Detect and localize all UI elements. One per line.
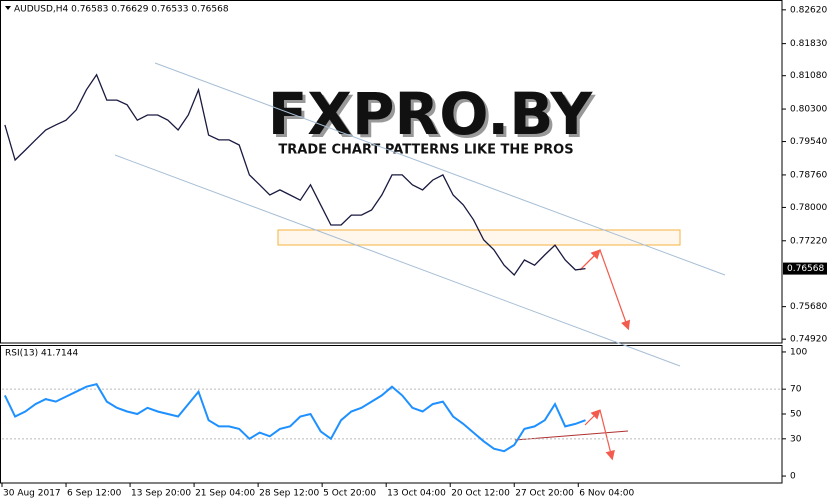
y-tick-label: 70 — [790, 385, 802, 395]
menu-triangle — [5, 6, 11, 10]
y-tick-label: 50 — [790, 410, 802, 420]
rsi-line — [3, 383, 586, 453]
x-tick-label: 30 Aug 2017 — [3, 489, 61, 499]
last-price-tag — [783, 262, 827, 275]
x-tick-label: 5 Oct 20:00 — [323, 489, 376, 499]
rsi-arrow — [584, 409, 601, 426]
y-tick-label: 0.80300 — [790, 105, 827, 115]
x-tick-label: 13 Oct 04:00 — [387, 489, 446, 499]
x-tick-label: 6 Sep 12:00 — [67, 489, 122, 499]
last-price-label: 0.76568 — [787, 264, 824, 274]
price-panel — [0, 0, 783, 344]
x-tick-label: 6 Nov 04:00 — [579, 489, 634, 499]
y-tick-label: 0 — [790, 472, 796, 482]
y-tick-label: 0.81080 — [790, 71, 827, 81]
y-tick-label: 0.77220 — [790, 236, 827, 246]
price-line — [4, 73, 586, 277]
y-tick-label: 0.81830 — [790, 39, 827, 49]
watermark: FXPRO.BY — [268, 80, 594, 148]
y-tick-label: 30 — [790, 434, 802, 444]
y-tick-label: 0.82620 — [790, 5, 827, 15]
x-tick-label: 13 Sep 20:00 — [131, 489, 191, 499]
channel-lower — [114, 154, 681, 367]
y-tick-label: 0.79540 — [790, 137, 827, 147]
x-tick-label: 27 Oct 20:00 — [515, 489, 574, 499]
zone-box — [277, 229, 681, 246]
rsi-trendline — [514, 430, 629, 441]
y-tick-label: 0.78000 — [790, 203, 827, 213]
y-tick-label: 100 — [790, 347, 807, 357]
y-tick-label: 0.74920 — [790, 335, 827, 345]
x-tick-label: 28 Sep 12:00 — [259, 489, 319, 499]
channel-upper — [154, 62, 726, 276]
rsi-title: RSI(13) 41.7144 — [5, 349, 78, 359]
x-tick-label: 20 Oct 12:00 — [451, 489, 510, 499]
watermark-subtitle: TRADE CHART PATTERNS LIKE THE PROS — [278, 143, 573, 158]
x-tick-label: 21 Sep 04:00 — [195, 489, 255, 499]
rsi-arrow — [599, 409, 615, 461]
chart-title: AUDUSD,H4 0.76583 0.76629 0.76533 0.7656… — [14, 5, 229, 15]
forecast-arrow — [579, 249, 601, 271]
rsi-panel — [0, 345, 783, 484]
y-tick-label: 0.75680 — [790, 302, 827, 312]
y-tick-label: 0.78760 — [790, 170, 827, 180]
